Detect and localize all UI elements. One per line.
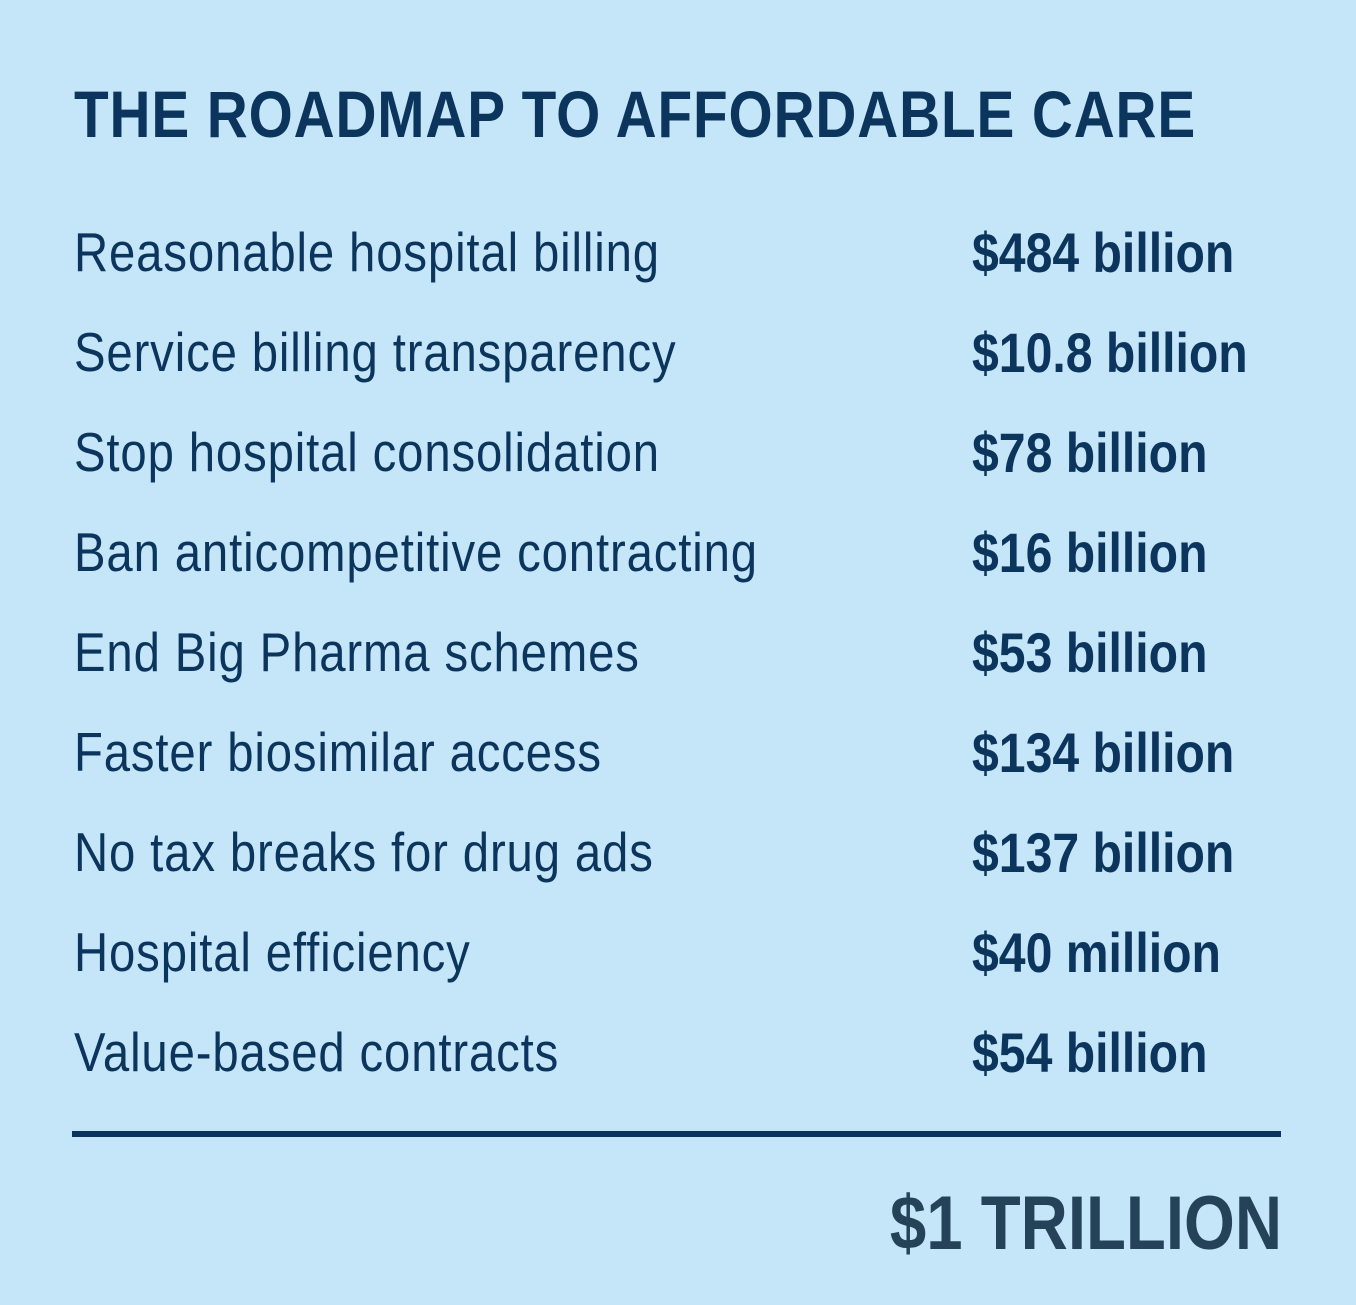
list-item: Stop hospital consolidation $78 billion xyxy=(74,420,1294,520)
item-value: $40 million xyxy=(972,921,1221,984)
item-value: $53 billion xyxy=(972,621,1208,684)
item-label: Ban anticompetitive contracting xyxy=(74,521,758,583)
list-item: No tax breaks for drug ads $137 billion xyxy=(74,820,1294,920)
list-item: Ban anticompetitive contracting $16 billi… xyxy=(74,520,1294,620)
item-value: $54 billion xyxy=(972,1021,1208,1084)
list-item: Hospital efficiency $40 million xyxy=(74,920,1294,1020)
item-label: Stop hospital consolidation xyxy=(74,421,660,483)
item-value: $484 billion xyxy=(972,221,1235,284)
list-item: Service billing transparency $10.8 billio… xyxy=(74,320,1294,420)
item-value: $134 billion xyxy=(972,721,1235,784)
item-label: Hospital efficiency xyxy=(74,921,471,983)
list-item: End Big Pharma schemes $53 billion xyxy=(74,620,1294,720)
list-item: Reasonable hospital billing $484 billion xyxy=(74,220,1294,320)
item-value: $16 billion xyxy=(972,521,1208,584)
item-label: Faster biosimilar access xyxy=(74,721,602,783)
item-label: Reasonable hospital billing xyxy=(74,221,660,283)
item-label: End Big Pharma schemes xyxy=(74,621,640,683)
item-label: No tax breaks for drug ads xyxy=(74,821,654,883)
total-value: $1 TRILLION xyxy=(889,1181,1282,1266)
item-value: $10.8 billion xyxy=(972,321,1248,384)
item-value: $78 billion xyxy=(972,421,1208,484)
item-label: Service billing transparency xyxy=(74,321,677,383)
list-item: Faster biosimilar access $134 billion xyxy=(74,720,1294,820)
item-label: Value-based contracts xyxy=(74,1021,560,1083)
list-item: Value-based contracts $54 billion xyxy=(74,1020,1294,1120)
divider xyxy=(72,1131,1281,1137)
page-title: THE ROADMAP TO AFFORDABLE CARE xyxy=(74,77,1197,151)
item-value: $137 billion xyxy=(972,821,1235,884)
